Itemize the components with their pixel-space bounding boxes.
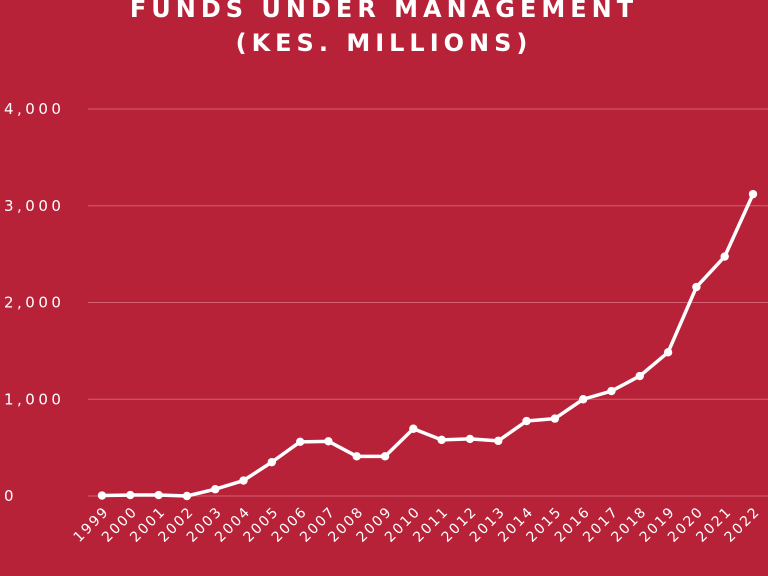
data-point [295,437,305,447]
chart-title-block: FUNDS UNDER MANAGEMENT (KES. MILLIONS) [0,0,768,60]
y-tick-label: 4,000 [4,100,64,118]
data-point [352,452,361,461]
data-point [409,424,418,433]
y-tick-label: 2,000 [4,294,64,312]
data-point [126,490,135,500]
series-line [100,192,755,498]
data-point [437,435,446,445]
data-point [97,491,107,500]
data-point [578,395,588,404]
gridlines [88,108,768,497]
data-point [465,434,475,444]
data-point [211,485,220,494]
data-point [635,371,644,381]
data-point [380,452,390,461]
y-tick-label: 0 [4,487,17,505]
data-point [748,189,758,199]
data-point [494,436,503,446]
chart-title: FUNDS UNDER MANAGEMENT [129,0,639,23]
y-axis-ticks: 0 1,000 2,000 3,000 4,000 [4,100,64,505]
data-point [720,252,729,261]
x-axis-ticks: 1999200020012002200320042005200620072008… [71,504,764,546]
y-tick-label: 1,000 [4,390,64,408]
data-point [692,282,701,292]
data-point [550,414,560,423]
series-layer [97,189,758,501]
chart-subtitle: (KES. MILLIONS) [235,29,533,57]
data-point [182,491,192,501]
y-tick-label: 3,000 [4,197,64,215]
data-point [607,386,616,396]
data-point [154,490,163,500]
data-point [324,437,333,446]
data-point [267,457,277,467]
data-point [522,416,531,426]
data-point [663,348,673,357]
data-point [239,476,248,485]
